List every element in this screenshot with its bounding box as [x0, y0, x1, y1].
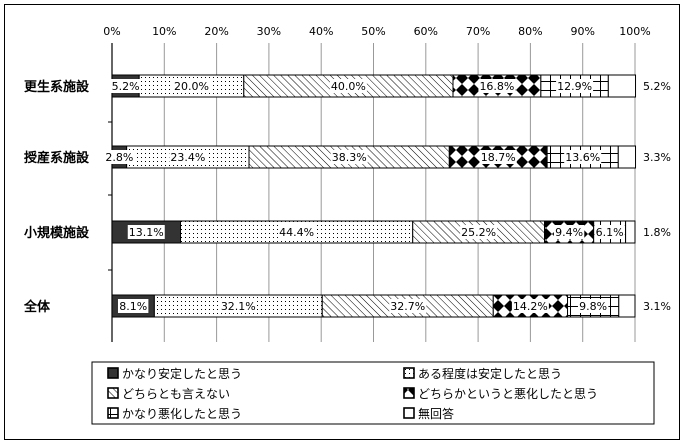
data-label-bg — [330, 150, 368, 164]
data-label: 3.1% — [643, 300, 671, 313]
x-tick-label: 30% — [257, 25, 281, 38]
data-label: 38.3% — [332, 151, 367, 164]
legend-label: かなり安定したと思う — [122, 366, 242, 381]
x-tick-label: 10% — [152, 25, 176, 38]
data-label: 32.1% — [221, 300, 256, 313]
data-label: 5.2% — [643, 80, 671, 93]
x-tick-label: 50% — [361, 25, 385, 38]
category-label: 授産系施設 — [24, 150, 90, 166]
data-label: 12.9% — [557, 80, 592, 93]
data-label-bg — [478, 79, 516, 93]
x-tick-label: 60% — [414, 25, 438, 38]
data-label-bg — [556, 79, 594, 93]
legend-label: どちらかというと悪化したと思う — [418, 387, 598, 401]
data-label: 32.7% — [390, 300, 425, 313]
data-label-bg — [172, 79, 210, 93]
data-label: 18.7% — [481, 151, 516, 164]
data-label-bg — [110, 79, 141, 93]
data-label: 5.2% — [112, 80, 140, 93]
data-label: 44.4% — [279, 226, 314, 239]
x-axis-ticks: 0% 10% 20% 30% 40% 50% 60% 70% 80% 90% 100% — [103, 25, 650, 38]
data-label: 1.8% — [643, 226, 671, 239]
data-label-bg — [329, 79, 367, 93]
x-tick-label: 100% — [619, 25, 650, 38]
x-tick-label: 90% — [570, 25, 594, 38]
data-label-bg — [594, 225, 625, 239]
data-label-bg — [564, 150, 602, 164]
data-label: 25.2% — [461, 226, 496, 239]
x-tick-label: 80% — [518, 25, 542, 38]
data-label: 2.8% — [105, 151, 133, 164]
legend-box — [91, 361, 655, 425]
data-label-bg — [460, 225, 498, 239]
data-label-bg — [127, 225, 165, 239]
legend-label: 無回答 — [418, 406, 454, 421]
bar-segment — [618, 294, 636, 318]
category-label: 全体 — [23, 299, 51, 315]
data-label: 14.2% — [513, 300, 548, 313]
data-label: 9.8% — [579, 300, 607, 313]
data-label: 13.1% — [129, 226, 164, 239]
chart-frame — [4, 4, 680, 440]
data-label-bg — [389, 299, 427, 313]
x-tick-label: 40% — [309, 25, 333, 38]
legend-label: どちらとも言えない — [122, 387, 230, 401]
data-label-bg — [577, 299, 609, 313]
data-label: 8.1% — [119, 300, 147, 313]
data-label-bg — [104, 150, 135, 164]
bar-segment — [607, 74, 637, 98]
x-tick-label: 0% — [103, 25, 120, 38]
legend-swatch — [403, 387, 415, 399]
legend-swatch — [107, 387, 119, 399]
legend-label: ある程度は安定したと思う — [418, 366, 562, 381]
bar-segment — [617, 145, 637, 169]
data-label-bg — [479, 150, 517, 164]
data-label: 40.0% — [331, 80, 366, 93]
x-tick-label: 20% — [204, 25, 228, 38]
bar-segment — [625, 220, 636, 244]
data-label-bg — [511, 299, 549, 313]
data-label: 9.4% — [555, 226, 583, 239]
bar-labels: 5.2% 20.0% 40.0% 16.8% 12.9% 5.2% 2.8% 23.4% 38.… — [104, 79, 671, 313]
data-label: 20.0% — [174, 80, 209, 93]
legend-swatch — [107, 407, 119, 419]
data-label-bg — [169, 150, 207, 164]
x-tick-label: 70% — [466, 25, 490, 38]
data-label: 16.8% — [479, 80, 514, 93]
data-label-bg — [553, 225, 585, 239]
data-label: 23.4% — [170, 151, 205, 164]
data-label-bg — [219, 299, 257, 313]
legend-swatch — [403, 407, 415, 419]
data-label: 6.1% — [596, 226, 624, 239]
category-label: 更生系施設 — [24, 79, 90, 95]
legend-swatch — [107, 367, 119, 379]
legend-swatch — [403, 367, 415, 379]
data-label-bg — [117, 299, 149, 313]
data-label-bg — [278, 225, 316, 239]
data-label: 3.3% — [643, 151, 671, 164]
data-label: 13.6% — [565, 151, 600, 164]
category-label: 小規模施設 — [24, 225, 90, 241]
legend-label: かなり悪化したと思う — [122, 407, 242, 421]
